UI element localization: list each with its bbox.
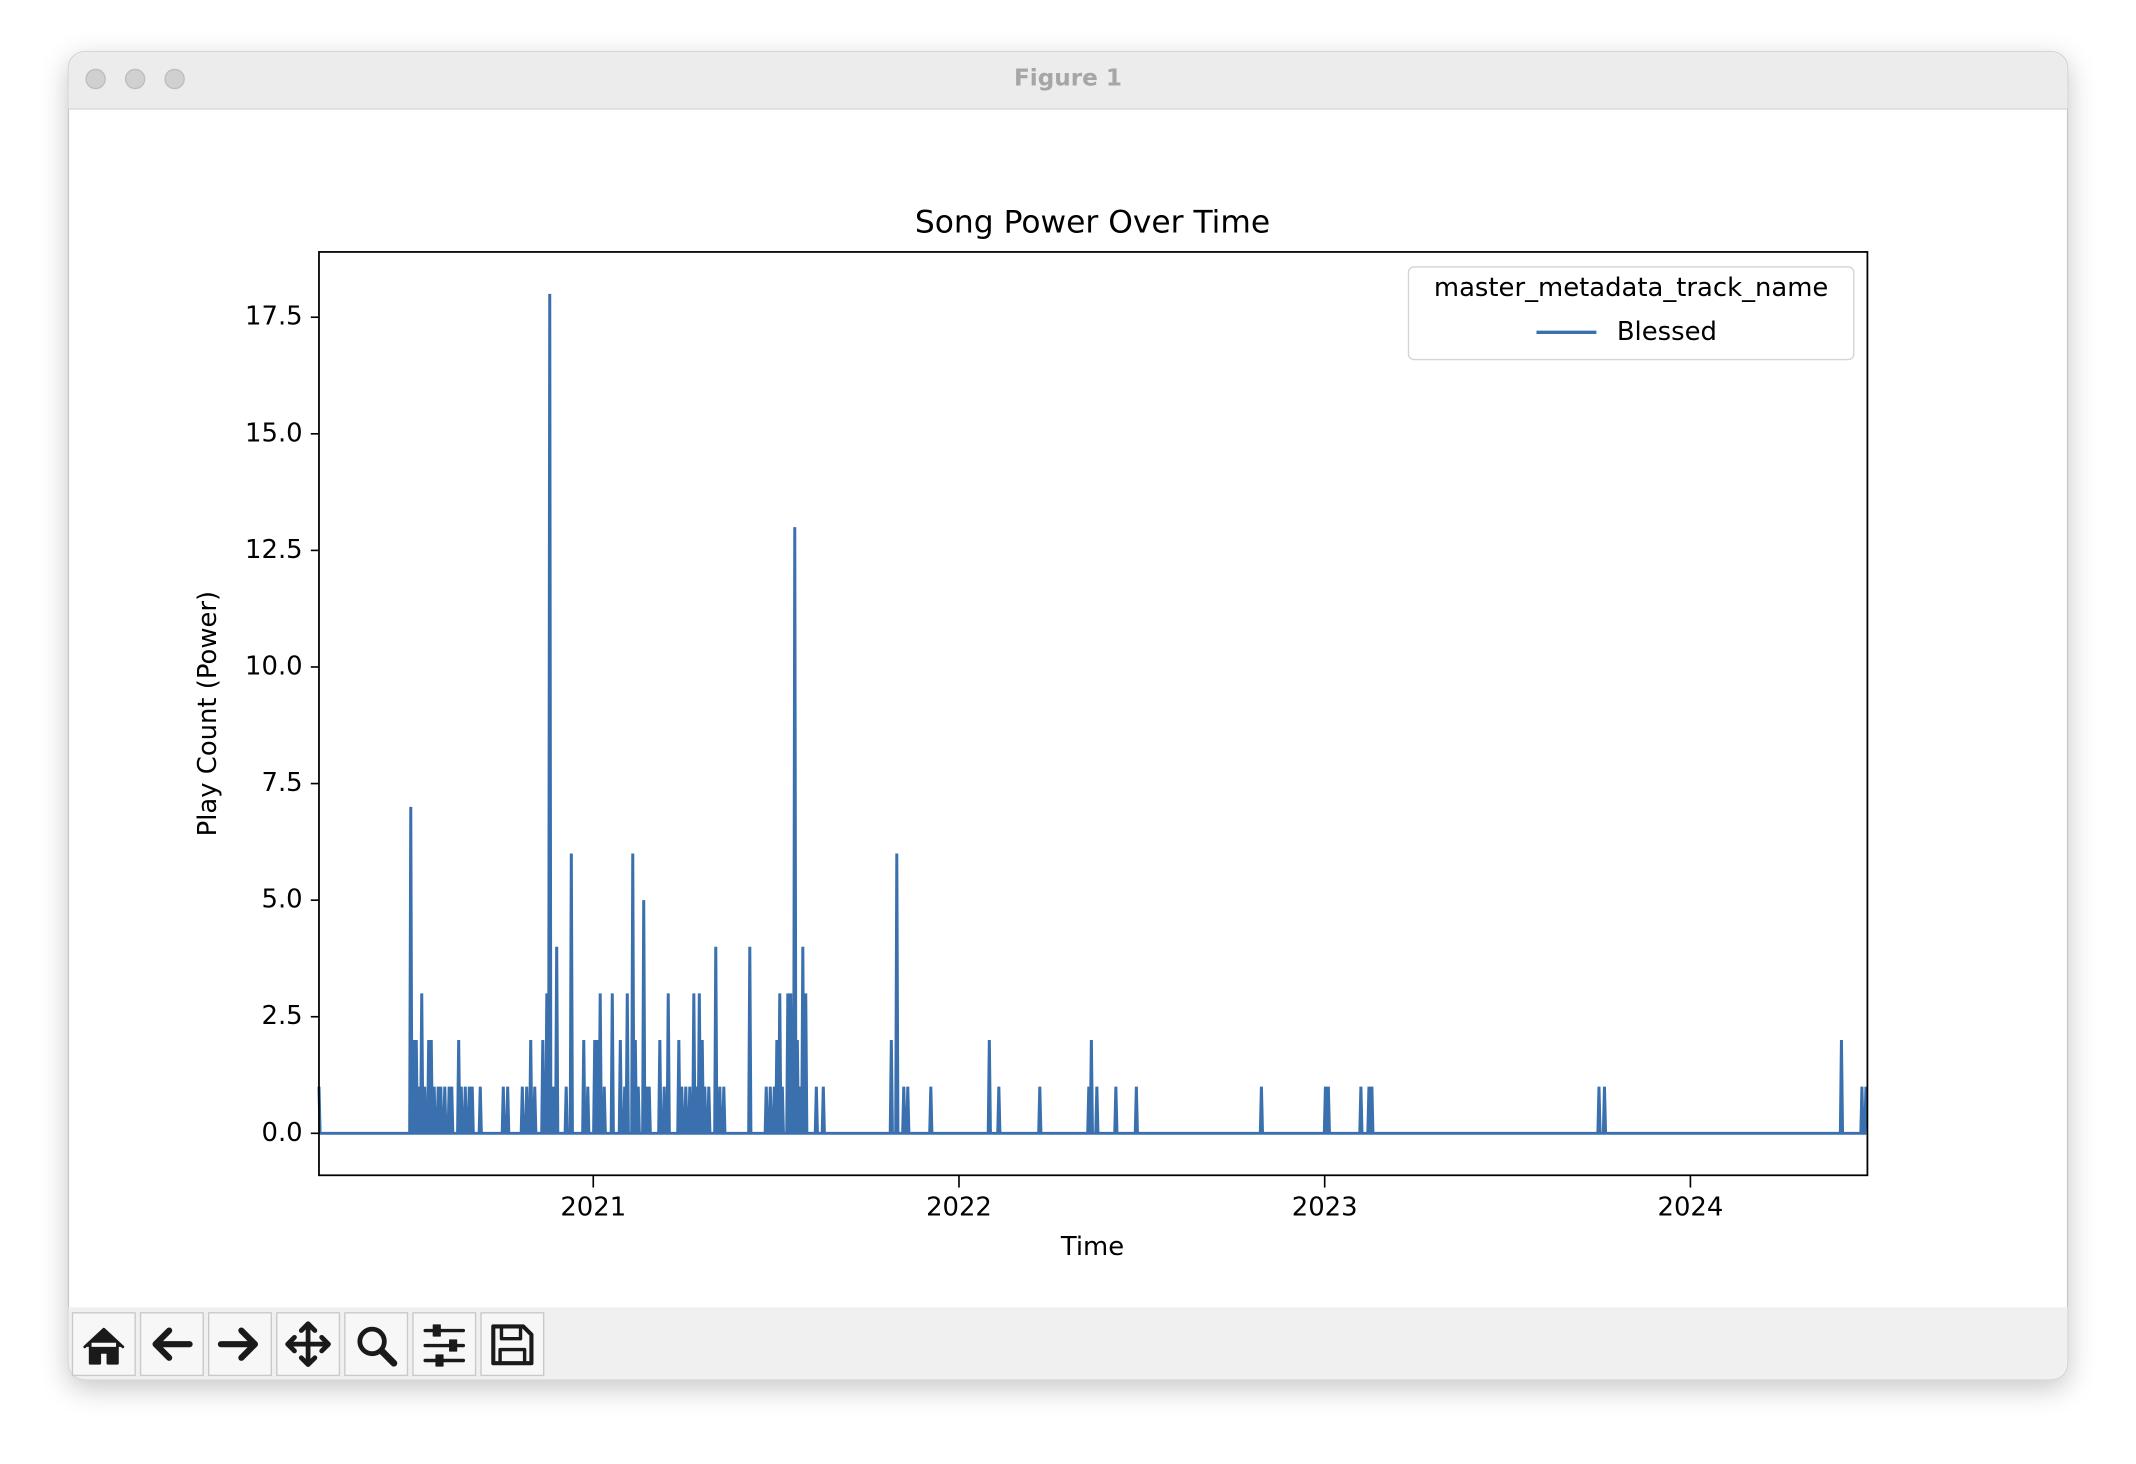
window: Figure 1: [67, 51, 2069, 1381]
x-tick-label: 2022: [926, 1192, 992, 1222]
configure-button[interactable]: [412, 1312, 477, 1377]
y-tick-label: 7.5: [261, 768, 302, 798]
toolbar: [68, 1307, 2068, 1380]
y-tick-label: 2.5: [261, 1001, 302, 1031]
x-axis-label: Time: [1060, 1232, 1124, 1262]
y-tick-label: 10.0: [245, 651, 303, 681]
y-axis-label: Play Count (Power): [193, 591, 223, 837]
zoom-button[interactable]: [164, 68, 185, 90]
legend-box: [1407, 266, 1855, 361]
x-tick-label: 2023: [1292, 1192, 1358, 1222]
close-button[interactable]: [85, 68, 106, 90]
y-tick-label: 5.0: [261, 885, 302, 915]
series-line: [317, 293, 1868, 1135]
legend-title: master_metadata_track_name: [1434, 273, 1828, 303]
minimize-button[interactable]: [124, 68, 146, 90]
toolbar-buttons: [71, 1312, 545, 1377]
back-button[interactable]: [139, 1312, 204, 1377]
y-tick-label: 12.5: [245, 535, 303, 565]
title-bar: [68, 51, 2068, 109]
save-button[interactable]: [480, 1312, 545, 1377]
pan-button[interactable]: [276, 1312, 341, 1377]
plot-frame: [318, 251, 1869, 1177]
x-tick-label: 2024: [1658, 1192, 1724, 1222]
y-tick-label: 0.0: [261, 1118, 302, 1148]
legend-label: Blessed: [1617, 317, 1717, 347]
window-title: Figure 1: [1014, 65, 1122, 91]
zoom-tool-button[interactable]: [344, 1312, 409, 1377]
y-tick-label: 17.5: [245, 302, 303, 332]
window-frame: [67, 51, 2069, 1381]
figure: Song Power Over Time Time Play Count (Po…: [193, 204, 1869, 1262]
legend: master_metadata_track_name Blessed: [1407, 266, 1855, 361]
chart-title: Song Power Over Time: [915, 204, 1270, 240]
home-button[interactable]: [71, 1312, 136, 1377]
x-tick-label: 2021: [560, 1192, 626, 1222]
y-tick-label: 15.0: [245, 418, 303, 448]
forward-button[interactable]: [207, 1312, 272, 1377]
